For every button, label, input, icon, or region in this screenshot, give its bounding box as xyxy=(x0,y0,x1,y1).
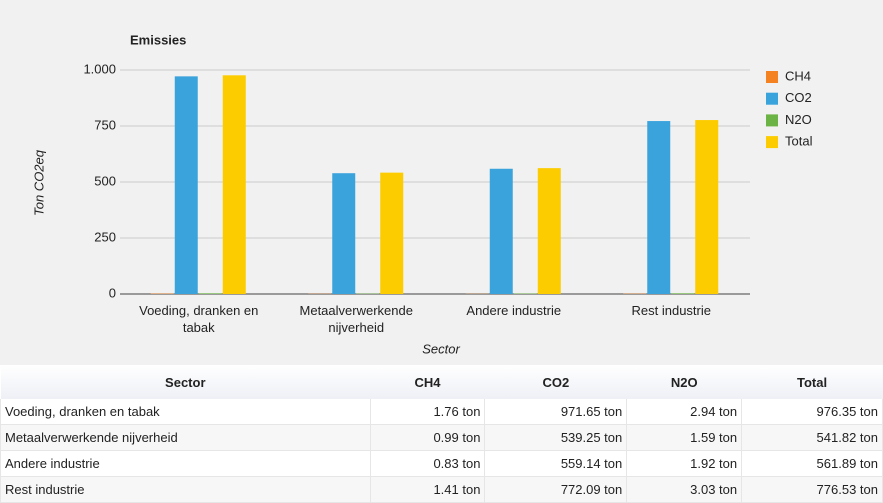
bar xyxy=(380,172,404,294)
table-cell: 776.53 ton xyxy=(741,476,883,503)
y-axis-label: Ton CO2eq xyxy=(31,149,46,216)
legend-swatch xyxy=(766,136,778,149)
table-cell: 0.83 ton xyxy=(369,450,486,477)
column-header: N2O xyxy=(626,365,742,399)
bar xyxy=(671,293,695,294)
bar xyxy=(647,121,671,294)
bar xyxy=(198,293,222,294)
column-header: Total xyxy=(741,365,883,399)
table-cell: 2.94 ton xyxy=(626,399,743,425)
legend-swatch xyxy=(766,71,778,83)
table-cell: 971.65 ton xyxy=(484,399,628,425)
table-cell: 772.09 ton xyxy=(484,476,628,503)
bar xyxy=(222,75,246,294)
table-cell: Metaalverwerkende nijverheid xyxy=(0,424,371,451)
table-cell: Andere industrie xyxy=(0,450,371,477)
y-tick-label: 250 xyxy=(94,229,116,244)
table-cell: 3.03 ton xyxy=(626,476,743,503)
y-tick-label: 0 xyxy=(109,285,116,300)
table-cell: 559.14 ton xyxy=(484,450,628,477)
table-cell: 1.41 ton xyxy=(369,476,486,503)
chart-panel: Emissies Sector Ton CO2eq 0 250 500 750 1.00… xyxy=(0,0,883,365)
table-cell: 976.35 ton xyxy=(741,399,883,425)
legend-label: CO2 xyxy=(785,90,812,105)
x-axis-label: Sector xyxy=(422,341,460,356)
table-cell: 1.92 ton xyxy=(626,450,743,477)
table-cell: Rest industrie xyxy=(0,476,371,503)
legend-swatch xyxy=(766,114,778,127)
table-cell: 561.89 ton xyxy=(741,450,883,477)
legend-label: Total xyxy=(785,134,813,149)
table-cell: Voeding, dranken en tabak xyxy=(0,399,371,425)
data-table: Sector CH4 CO2 N2O Total Voeding, dranken en … xyxy=(0,365,883,503)
table-row: Rest industrie 1.41 ton 772.09 ton 3.03 ton… xyxy=(0,476,883,503)
chart-title: Emissies xyxy=(130,32,186,47)
table-row: Metaalverwerkende nijverheid 0.99 ton 539.… xyxy=(0,424,883,451)
column-header: CO2 xyxy=(484,365,627,399)
bar xyxy=(537,168,561,294)
table-cell: 541.82 ton xyxy=(741,424,883,451)
table-cell: 1.76 ton xyxy=(369,399,486,425)
table-cell: 0.99 ton xyxy=(369,424,486,451)
table-cell: 539.25 ton xyxy=(484,424,628,451)
x-tick-label: Andere industrie xyxy=(466,303,562,318)
legend-label: CH4 xyxy=(785,68,811,83)
y-tick-label: 500 xyxy=(94,173,116,188)
x-tick-label: Metaalverwerkende nijverheid xyxy=(299,303,413,335)
y-tick-label: 1.000 xyxy=(83,61,116,76)
bar xyxy=(695,120,719,294)
column-header: CH4 xyxy=(370,365,485,399)
x-tick-label: Voeding, dranken en tabak xyxy=(139,303,259,335)
bar xyxy=(332,173,356,294)
bar xyxy=(174,76,198,294)
column-header: Sector xyxy=(0,365,371,399)
table-row: Voeding, dranken en tabak 1.76 ton 971.65 … xyxy=(0,399,883,425)
x-tick-label: Rest industrie xyxy=(631,303,711,318)
header-row: Sector CH4 CO2 N2O Total xyxy=(0,365,883,399)
table-row: Andere industrie 0.83 ton 559.14 ton 1.92 t… xyxy=(0,450,883,477)
y-tick-label: 750 xyxy=(94,117,116,132)
legend-swatch xyxy=(766,92,778,105)
legend-label: N2O xyxy=(785,112,812,127)
table-cell: 1.59 ton xyxy=(626,424,743,451)
chart: Emissies Sector Ton CO2eq 0 250 500 750 1.00… xyxy=(31,32,813,356)
bar xyxy=(489,168,513,294)
